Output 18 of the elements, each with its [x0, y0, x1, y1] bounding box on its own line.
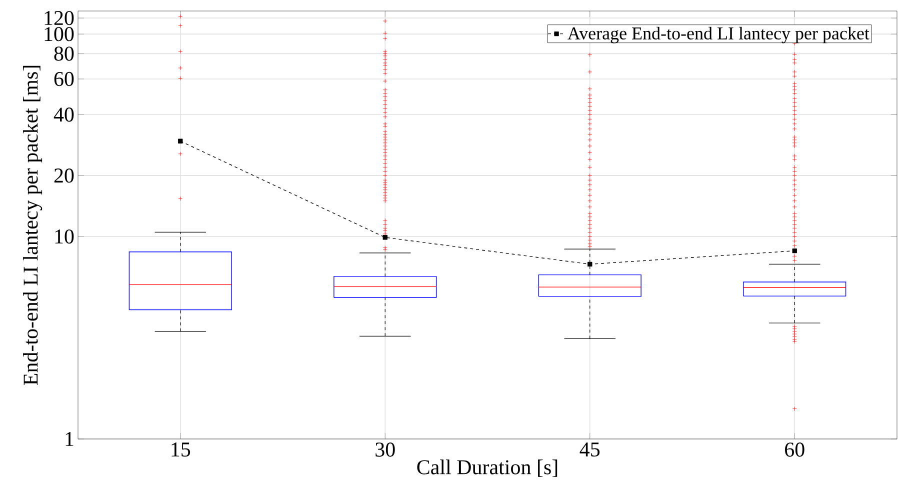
- legend-label: Average End-to-end LI lantecy per packet: [568, 26, 870, 44]
- y-tick-label: 120: [44, 10, 74, 26]
- y-tick-label: 100: [44, 26, 74, 42]
- x-tick-label: 60: [785, 442, 804, 457]
- y-tick-label: 10: [55, 229, 74, 244]
- y-tick-label: 40: [54, 108, 74, 122]
- x-tick-label: 30: [376, 442, 395, 457]
- y-tick-label: 80: [54, 46, 74, 61]
- point: [382, 235, 388, 240]
- y-tick-label: 60: [54, 72, 74, 86]
- y-tick-label: 1: [66, 432, 74, 446]
- x-tick-label: 15: [172, 442, 190, 457]
- y-axis-title: End-to-end LI lantecy per packet [ms]: [23, 66, 42, 386]
- y-tick-label: 20: [54, 168, 74, 183]
- point: [178, 138, 183, 144]
- x-axis-title: Call Duration [s]: [417, 460, 558, 477]
- x-tick-label: 45: [580, 442, 600, 457]
- point: [588, 262, 592, 267]
